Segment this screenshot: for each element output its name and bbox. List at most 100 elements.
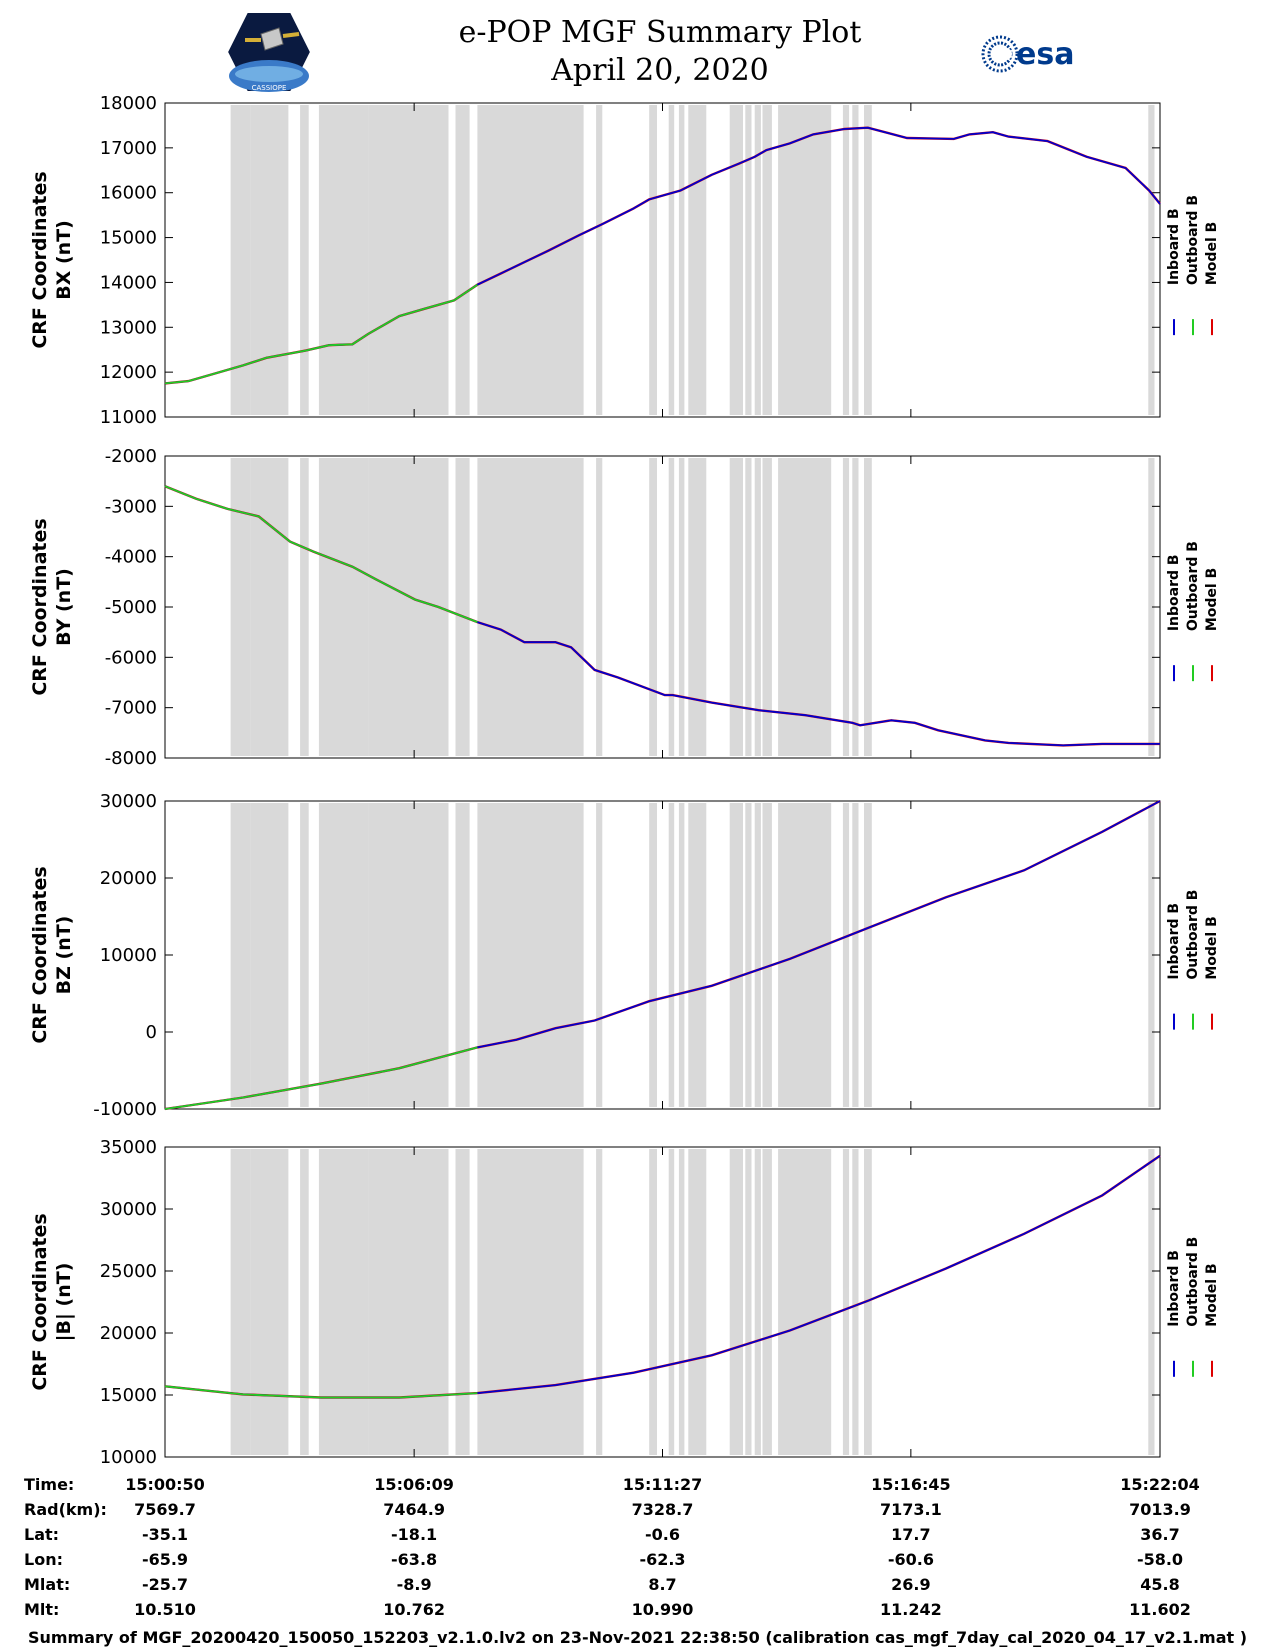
model-b-series-line xyxy=(164,126,1161,385)
legend-entry-label: Outboard B xyxy=(1185,195,1201,285)
y-tick-label: -4000 xyxy=(105,547,157,568)
gap-band xyxy=(745,105,752,415)
y-tick-label: -2000 xyxy=(105,446,157,467)
y-tick-label: 30000 xyxy=(100,1199,157,1220)
gap-band xyxy=(318,105,369,415)
footer-caption: Summary of MGF_20200420_150050_152203_v2… xyxy=(27,1628,1248,1647)
y-axis-label-line2: BX (nT) xyxy=(53,220,75,300)
legend-entry-label: Model B xyxy=(1204,1263,1220,1326)
model-b-series-line xyxy=(164,485,1160,747)
gap-band xyxy=(778,105,832,415)
y-axis-label-line1: CRF Coordinates xyxy=(29,518,51,695)
info-cell: 8.7 xyxy=(648,1575,676,1594)
legend-entry-label: Inboard B xyxy=(1166,903,1182,980)
y-tick-label: 12000 xyxy=(100,362,157,383)
gap-band xyxy=(852,1149,859,1455)
y-axis-label-line2: |B| (nT) xyxy=(53,1263,75,1342)
info-cell: -35.1 xyxy=(142,1525,188,1544)
info-cell: 15:06:09 xyxy=(374,1475,454,1494)
gap-band xyxy=(596,105,603,415)
gap-band xyxy=(455,803,470,1107)
info-cell: 7328.7 xyxy=(632,1500,694,1519)
gap-band xyxy=(852,105,859,415)
gap-band xyxy=(368,1149,449,1455)
y-tick-label: -5000 xyxy=(105,597,157,618)
title-line-1: e-POP MGF Summary Plot xyxy=(458,15,862,50)
gap-band xyxy=(668,803,675,1107)
y-tick-label: -8000 xyxy=(105,748,157,769)
inboard-b-series-line xyxy=(164,800,1161,1110)
y-tick-label: -3000 xyxy=(105,496,157,517)
info-cell: 36.7 xyxy=(1140,1525,1179,1544)
gap-band xyxy=(230,1149,251,1455)
info-cell: 15:00:50 xyxy=(125,1475,205,1494)
y-tick-label: 15000 xyxy=(100,1385,157,1406)
outboard-b-series-line xyxy=(164,485,478,623)
outboard-b-series-line xyxy=(164,1385,478,1399)
y-axis-label-line1: CRF Coordinates xyxy=(29,171,51,348)
model-b-series-line xyxy=(164,799,1161,1111)
gap-band xyxy=(250,803,289,1107)
esa-logo-icon: esa xyxy=(981,35,1074,73)
info-row-label: Lon: xyxy=(24,1550,63,1569)
y-tick-label: 11000 xyxy=(100,407,157,428)
info-cell: 15:11:27 xyxy=(623,1475,703,1494)
info-cell: 7464.9 xyxy=(383,1500,445,1519)
info-cell: 7173.1 xyxy=(880,1500,942,1519)
outboard-b-series-line xyxy=(164,1046,478,1110)
info-cell: -8.9 xyxy=(397,1575,432,1594)
gap-band xyxy=(477,1149,584,1455)
gap-band xyxy=(1148,105,1155,415)
y-tick-label: 17000 xyxy=(100,138,157,159)
gap-band xyxy=(688,105,707,415)
gap-band xyxy=(864,803,872,1107)
gap-band xyxy=(596,1149,603,1455)
panel-bmag: 10000 15000 20000 25000 30000 35000 CRF Coordi… xyxy=(29,1137,1220,1468)
cassiope-logo-text: CASSIOPE xyxy=(252,84,287,92)
gap-band xyxy=(754,458,761,756)
legend-entry-label: Model B xyxy=(1204,916,1220,979)
panel-bz: -10000 0 10000 20000 30000 CRF Coordinates BZ … xyxy=(29,791,1220,1120)
plot-frame xyxy=(164,455,1161,759)
gap-band xyxy=(668,458,675,756)
gap-band xyxy=(754,105,761,415)
info-cell: 10.762 xyxy=(383,1600,445,1619)
info-cell: 15:22:04 xyxy=(1120,1475,1200,1494)
legend-entry-label: Model B xyxy=(1204,568,1220,631)
gap-band xyxy=(1148,1149,1155,1455)
gap-band xyxy=(842,458,850,756)
gap-band xyxy=(688,803,707,1107)
gap-band xyxy=(300,105,309,415)
gap-band xyxy=(688,458,707,756)
gap-band xyxy=(455,458,470,756)
gap-band xyxy=(1148,458,1155,756)
gap-band xyxy=(678,458,685,756)
y-tick-label: 14000 xyxy=(100,272,157,293)
gap-band xyxy=(729,803,743,1107)
gap-band xyxy=(842,803,850,1107)
info-cell: 45.8 xyxy=(1140,1575,1179,1594)
info-cell: 11.602 xyxy=(1129,1600,1191,1619)
info-cell: -58.0 xyxy=(1137,1550,1183,1569)
gap-band xyxy=(649,1149,657,1455)
gap-band xyxy=(250,1149,289,1455)
gap-band xyxy=(688,1149,707,1455)
gap-band xyxy=(455,105,470,415)
legend-entry-label: Outboard B xyxy=(1185,541,1201,631)
info-cell: 7569.7 xyxy=(134,1500,196,1519)
info-cell: -65.9 xyxy=(142,1550,188,1569)
info-row-label: Mlt: xyxy=(24,1600,59,1619)
epop-mission-logo-icon: CASSIOPE xyxy=(225,11,313,93)
title-line-2: April 20, 2020 xyxy=(551,53,769,88)
gap-band xyxy=(678,803,685,1107)
gap-band xyxy=(745,458,752,756)
y-tick-label: 10000 xyxy=(100,945,157,966)
info-cell: 7013.9 xyxy=(1129,1500,1191,1519)
y-tick-label: 18000 xyxy=(100,93,157,114)
gap-band xyxy=(318,1149,369,1455)
gap-band xyxy=(368,105,449,415)
gap-band xyxy=(300,803,309,1107)
inboard-b-series-line xyxy=(164,485,1160,747)
gap-band xyxy=(729,458,743,756)
